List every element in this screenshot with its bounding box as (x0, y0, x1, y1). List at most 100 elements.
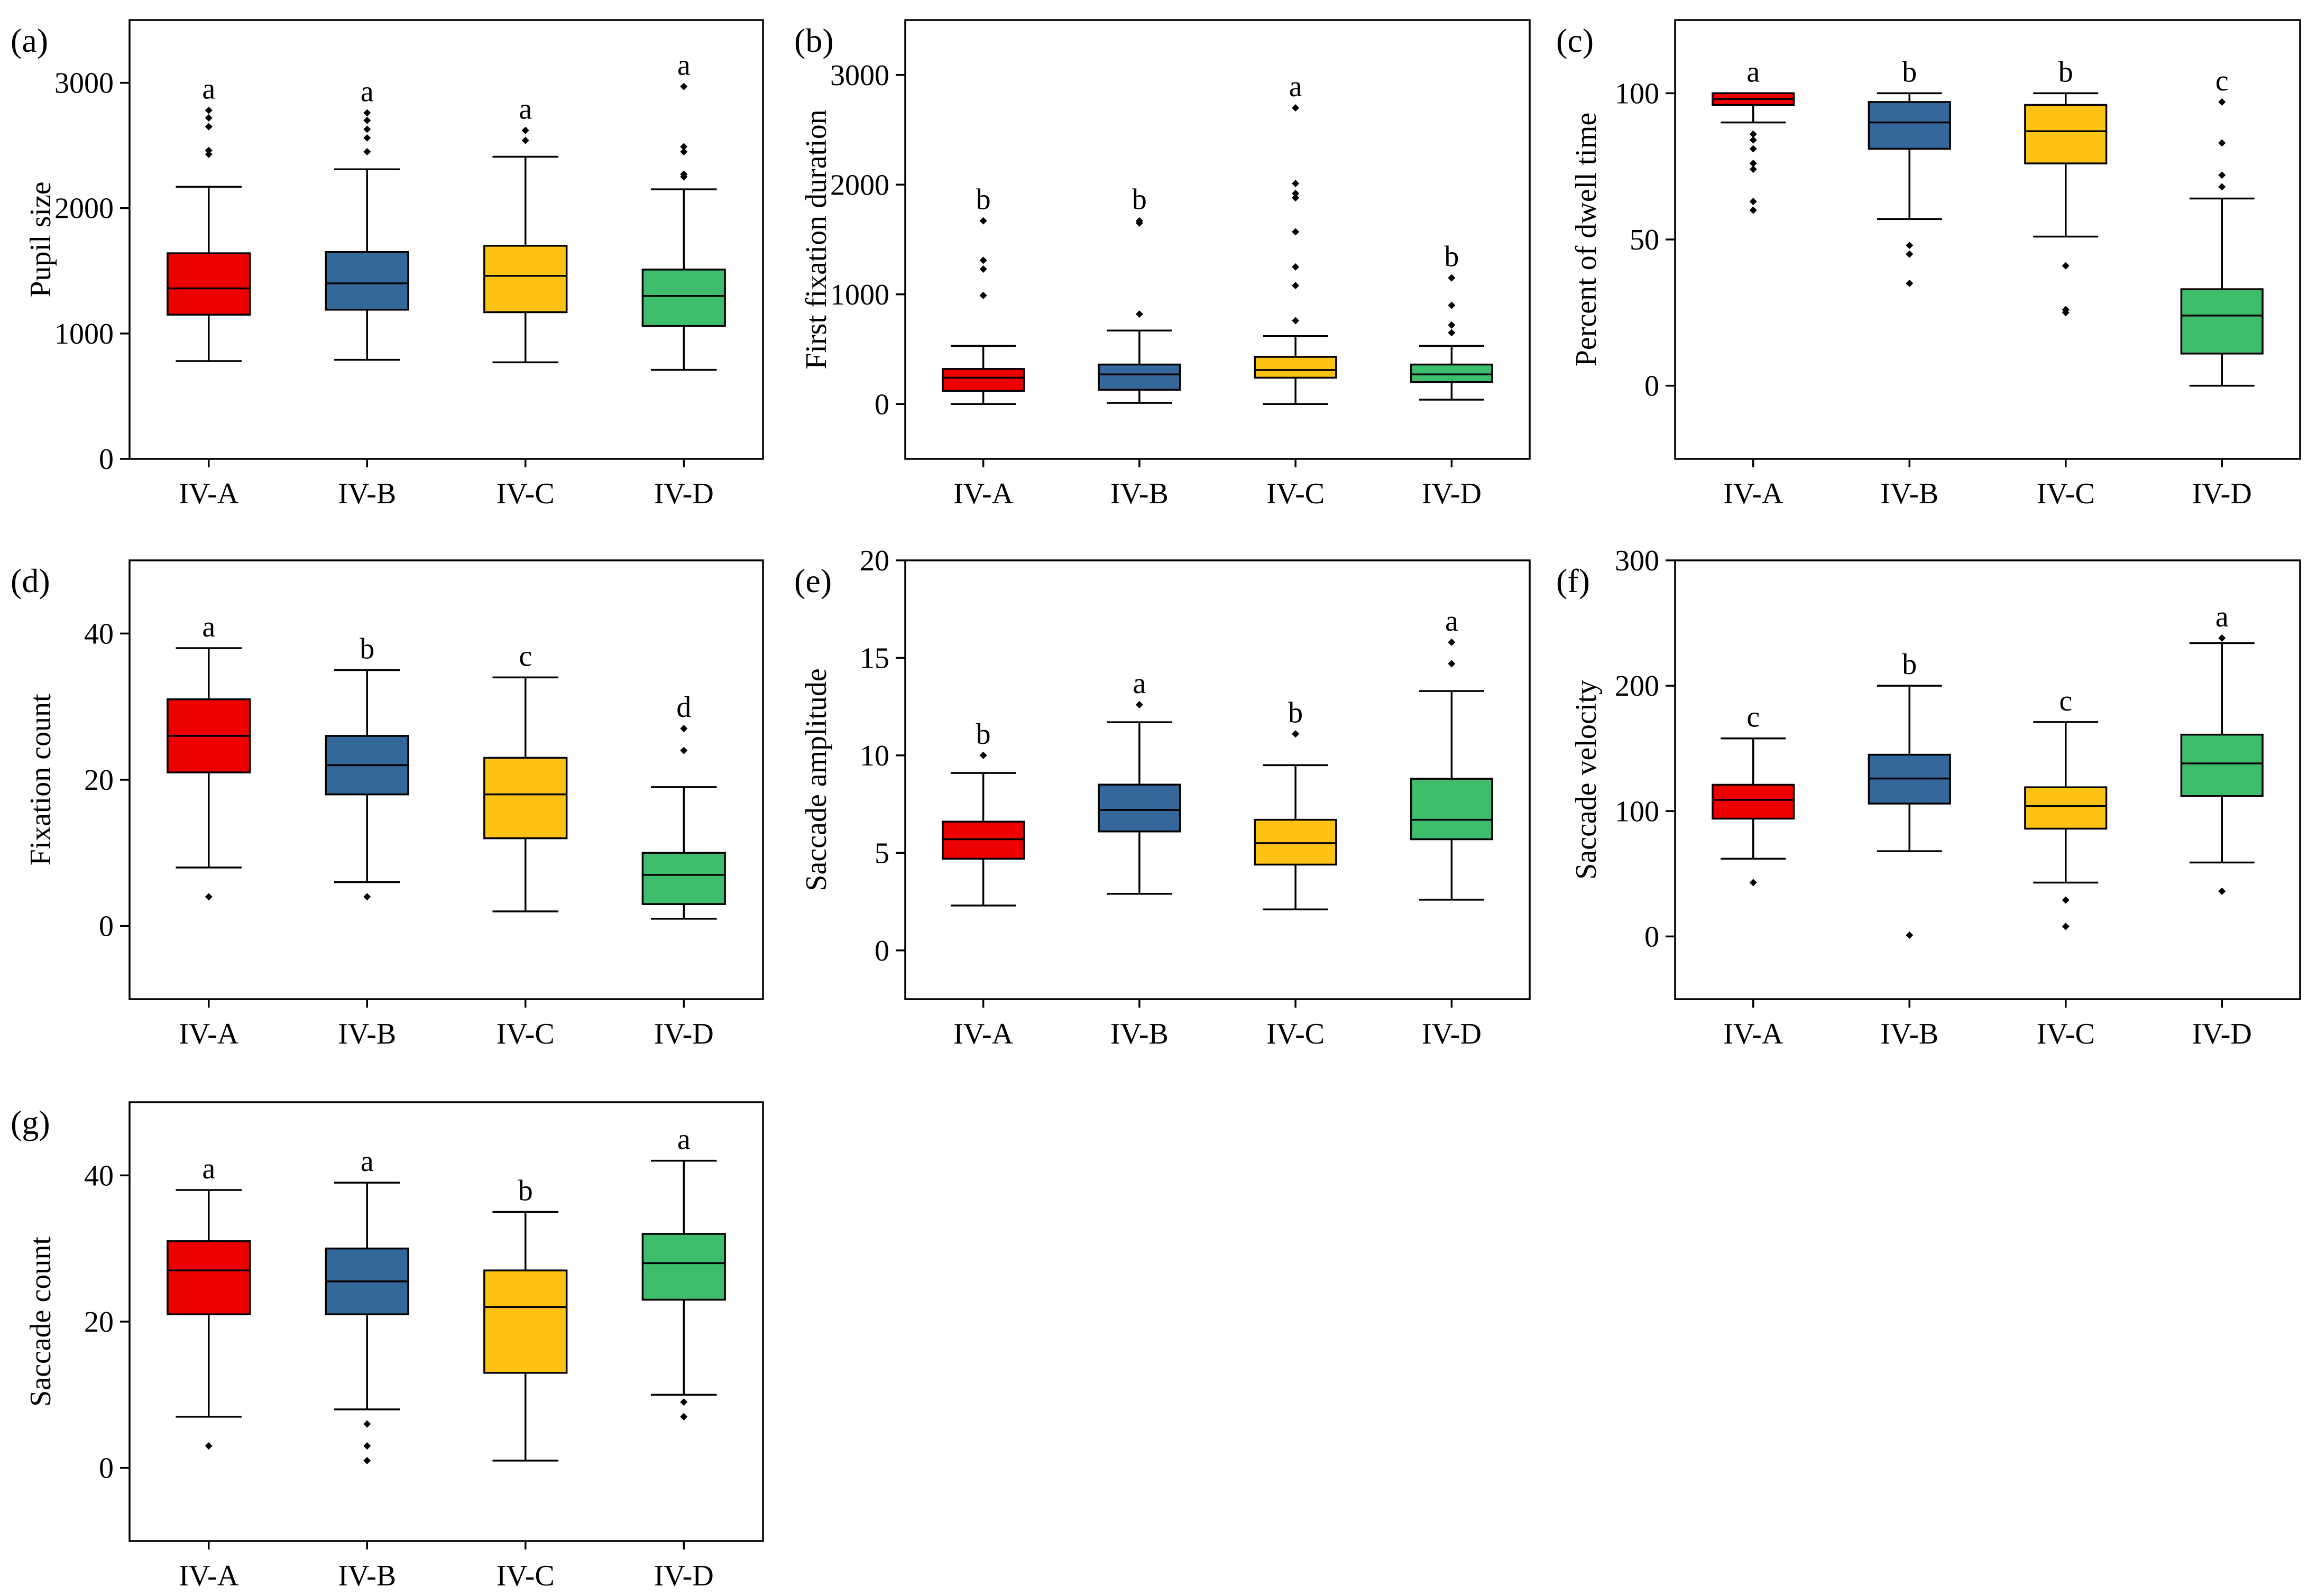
outlier-point (680, 170, 688, 178)
iqr-box (1712, 783, 1795, 820)
x-tick-label: IV-C (1266, 477, 1325, 510)
significance-letter: a (361, 75, 374, 108)
y-tick-label: 2000 (830, 169, 889, 201)
panel-label: (a) (11, 22, 48, 59)
significance-letter: b (1902, 56, 1917, 88)
panel-e: (e) Saccade amplitude 0 5 10 15 20 b IV-A a IV-B b I… (794, 545, 1531, 1050)
outlier-point (1292, 282, 1300, 290)
box-iv-a: a (167, 1152, 251, 1450)
panel-label: (e) (794, 562, 832, 599)
box-iv-d: c (2180, 64, 2264, 387)
plot-frame (904, 19, 1531, 460)
y-tick-label: 100 (1615, 795, 1659, 828)
x-tick-label: IV-B (338, 1018, 396, 1050)
outlier-point (979, 256, 987, 264)
outlier-point (1135, 217, 1143, 225)
outlier-point (1292, 228, 1300, 236)
significance-letter: d (676, 691, 691, 724)
box-iv-d: b (1410, 241, 1493, 401)
iqr-box (942, 368, 1025, 392)
outlier-point (363, 148, 371, 155)
box-iv-a: b (942, 183, 1025, 405)
outlier-point (1292, 180, 1300, 188)
plot-frame (128, 19, 764, 460)
box-iv-c: b (1254, 696, 1337, 911)
y-axis-label: Saccade count (24, 1237, 57, 1407)
significance-letter: a (677, 1123, 691, 1156)
x-tick-label: IV-A (1723, 1018, 1783, 1050)
y-tick-label: 20 (84, 1306, 114, 1339)
box-iv-b: b (1868, 648, 1951, 939)
outlier-point (363, 125, 371, 133)
iqr-box (1098, 783, 1181, 833)
x-tick-label: IV-A (179, 477, 239, 510)
significance-letter: a (1746, 56, 1760, 88)
outlier-point (680, 1413, 688, 1420)
outlier-point (2062, 306, 2070, 313)
x-tick-label: IV-B (1880, 1018, 1938, 1050)
y-tick-label: 0 (875, 935, 889, 967)
significance-letter: b (1902, 648, 1917, 681)
outlier-point (521, 136, 529, 144)
box-iv-d: a (1410, 605, 1493, 901)
y-axis-label: Saccade velocity (1570, 680, 1603, 880)
panel-label: (b) (794, 22, 834, 59)
panel-d: (d) Fixation count 0 20 40 a IV-A b IV-B c IV-C d IV… (11, 559, 764, 1050)
box-iv-a: a (1712, 56, 1795, 214)
outlier-point (680, 143, 688, 151)
box-iv-d: a (641, 1123, 726, 1420)
box-iv-c: a (1254, 70, 1337, 405)
panel-label: (f) (1556, 562, 1590, 599)
x-tick-label: IV-A (179, 1560, 239, 1592)
y-tick-label: 0 (99, 910, 114, 943)
outlier-point (979, 217, 987, 225)
iqr-box (483, 245, 568, 313)
box-iv-d: d (641, 691, 726, 920)
iqr-box (167, 252, 251, 316)
significance-letter: a (1445, 605, 1458, 638)
panel-a: (a) Pupil size 0 1000 2000 3000 a IV-A a IV-B a IV-… (11, 19, 764, 510)
significance-letter: b (518, 1175, 533, 1207)
outlier-point (205, 114, 213, 122)
y-tick-label: 1000 (54, 318, 114, 350)
y-axis-label: First fixation duration (800, 109, 833, 370)
iqr-box (1410, 363, 1493, 383)
box-iv-d: a (641, 49, 726, 371)
x-tick-label: IV-D (2192, 1018, 2252, 1050)
outlier-point (363, 1420, 371, 1428)
outlier-point (2218, 634, 2226, 642)
iqr-box (325, 251, 409, 311)
box-iv-b: b (325, 633, 409, 901)
outlier-point (1292, 730, 1300, 738)
y-tick-label: 40 (84, 1159, 114, 1192)
y-tick-label: 0 (1644, 920, 1659, 953)
outlier-point (363, 893, 371, 901)
y-tick-label: 50 (1630, 224, 1659, 256)
outlier-point (2218, 98, 2226, 106)
y-tick-label: 5 (875, 837, 889, 870)
box-iv-d: a (2180, 601, 2264, 896)
plot-frame (1674, 19, 2301, 460)
y-tick-label: 100 (1615, 77, 1659, 110)
iqr-box (2180, 733, 2264, 797)
significance-letter: a (2215, 601, 2229, 633)
y-axis-label: Fixation count (24, 694, 57, 866)
y-tick-label: 20 (84, 764, 114, 797)
outlier-point (1292, 194, 1300, 202)
iqr-box (483, 757, 568, 839)
iqr-box (641, 852, 726, 905)
x-tick-label: IV-B (338, 1560, 396, 1592)
significance-letter: a (361, 1145, 374, 1178)
box-iv-b: a (325, 1145, 409, 1464)
plot-frame (1674, 559, 2301, 1000)
outlier-point (205, 146, 213, 154)
outlier-point (363, 109, 371, 117)
outlier-point (1135, 310, 1143, 318)
x-tick-label: IV-B (338, 477, 396, 510)
iqr-box (1254, 356, 1337, 379)
outlier-point (1135, 700, 1143, 708)
outlier-point (680, 82, 688, 90)
outlier-point (363, 1456, 371, 1464)
outlier-point (1448, 660, 1456, 668)
y-tick-label: 20 (860, 545, 889, 577)
